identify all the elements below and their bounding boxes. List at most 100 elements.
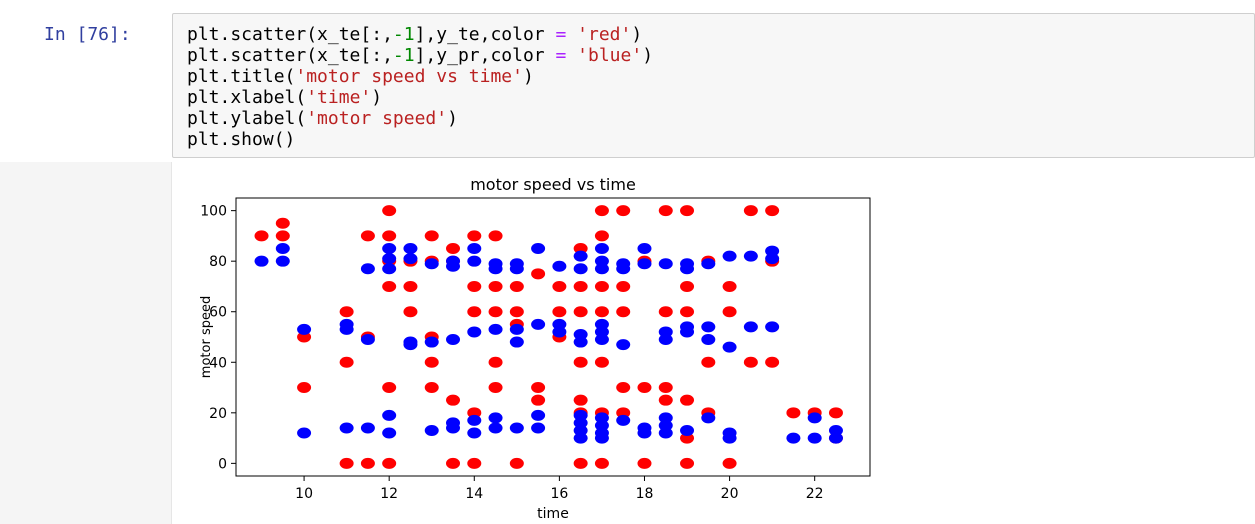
scatter-point: [403, 280, 418, 292]
code-cell-input[interactable]: plt.scatter(x_te[:,-1],y_te,color = 'red…: [172, 13, 1255, 158]
scatter-point: [573, 409, 588, 421]
scatter-point: [446, 243, 461, 255]
scatter-point: [594, 306, 609, 318]
scatter-point: [701, 321, 716, 333]
scatter-point: [360, 334, 375, 346]
scatter-point: [765, 205, 780, 217]
scatter-point: [339, 323, 354, 335]
scatter-point: [743, 205, 758, 217]
scatter-point: [616, 382, 631, 394]
code-token: ],y_te,color: [414, 24, 556, 45]
scatter-point: [382, 457, 397, 469]
code-token: plt.scatter(x_te[:,: [187, 24, 393, 45]
code-token: 'blue': [577, 45, 643, 66]
scatter-point: [680, 457, 695, 469]
y-tick-label: 0: [218, 456, 227, 472]
x-tick-label: 22: [806, 486, 824, 502]
y-tick-label: 100: [200, 204, 227, 220]
x-axis-label: time: [537, 506, 569, 522]
scatter-point: [339, 457, 354, 469]
scatter-point: [594, 457, 609, 469]
code-token: 'time': [306, 87, 372, 108]
scatter-point: [828, 425, 843, 437]
scatter-point: [446, 334, 461, 346]
code-line: plt.xlabel('time'): [187, 87, 382, 108]
scatter-point: [616, 205, 631, 217]
scatter-point: [382, 280, 397, 292]
scatter-point: [765, 321, 780, 333]
code-token: plt.title(: [187, 66, 296, 87]
scatter-point: [339, 306, 354, 318]
scatter-point: [807, 412, 822, 424]
code-line: plt.scatter(x_te[:,-1],y_te,color = 'red…: [187, 24, 642, 45]
scatter-point: [467, 414, 482, 426]
scatter-point: [658, 419, 673, 431]
code-line: plt.title('motor speed vs time'): [187, 66, 534, 87]
scatter-point: [616, 263, 631, 275]
scatter-point: [743, 250, 758, 262]
scatter-point: [637, 427, 652, 439]
scatter-point: [275, 217, 290, 229]
scatter-point: [509, 422, 524, 434]
x-tick-label: 20: [721, 486, 739, 502]
code-editor[interactable]: plt.scatter(x_te[:,-1],y_te,color = 'red…: [187, 24, 653, 150]
scatter-point: [467, 255, 482, 267]
scatter-point: [424, 336, 439, 348]
scatter-point: [382, 263, 397, 275]
scatter-point: [488, 412, 503, 424]
scatter-point: [467, 230, 482, 242]
scatter-point: [786, 407, 801, 419]
y-tick-label: 20: [209, 406, 227, 422]
scatter-point: [531, 318, 546, 330]
scatter-point: [509, 306, 524, 318]
scatter-point: [594, 356, 609, 368]
scatter-point: [382, 427, 397, 439]
scatter-point: [382, 253, 397, 265]
scatter-point: [552, 306, 567, 318]
y-axis-label: motor speed: [199, 296, 214, 378]
scatter-point: [467, 243, 482, 255]
scatter-point: [658, 394, 673, 406]
scatter-point: [467, 407, 482, 419]
scatter-point: [573, 243, 588, 255]
scatter-point: [509, 263, 524, 275]
scatter-point: [616, 306, 631, 318]
code-token: 'red': [577, 24, 632, 45]
scatter-point: [360, 457, 375, 469]
scatter-point: [573, 263, 588, 275]
scatter-point: [807, 432, 822, 444]
scatter-point: [680, 394, 695, 406]
scatter-point: [467, 427, 482, 439]
scatter-point: [701, 334, 716, 346]
scatter-point: [297, 331, 312, 343]
x-tick-label: 14: [465, 486, 483, 502]
scatter-point: [403, 306, 418, 318]
y-tick-label: 60: [209, 305, 227, 321]
scatter-point: [424, 425, 439, 437]
scatter-point: [552, 280, 567, 292]
code-token: =: [555, 24, 567, 45]
scatter-point: [658, 427, 673, 439]
scatter-point: [403, 339, 418, 351]
scatter-point: [680, 326, 695, 338]
scatter-point: [552, 326, 567, 338]
scatter-point: [701, 356, 716, 368]
scatter-point: [594, 263, 609, 275]
x-tick-label: 16: [550, 486, 568, 502]
scatter-point: [488, 323, 503, 335]
scatter-point: [658, 205, 673, 217]
x-tick-label: 12: [380, 486, 398, 502]
scatter-point: [403, 253, 418, 265]
scatter-point: [680, 280, 695, 292]
scatter-point: [594, 432, 609, 444]
scatter-point: [275, 230, 290, 242]
code-token: ): [447, 108, 458, 129]
scatter-point: [722, 306, 737, 318]
code-token: 'motor speed': [306, 108, 448, 129]
scatter-point: [467, 457, 482, 469]
scatter-point: [616, 407, 631, 419]
scatter-point: [339, 422, 354, 434]
code-token: 'motor speed vs time': [295, 66, 523, 87]
code-token: [566, 24, 577, 45]
scatter-point: [531, 382, 546, 394]
